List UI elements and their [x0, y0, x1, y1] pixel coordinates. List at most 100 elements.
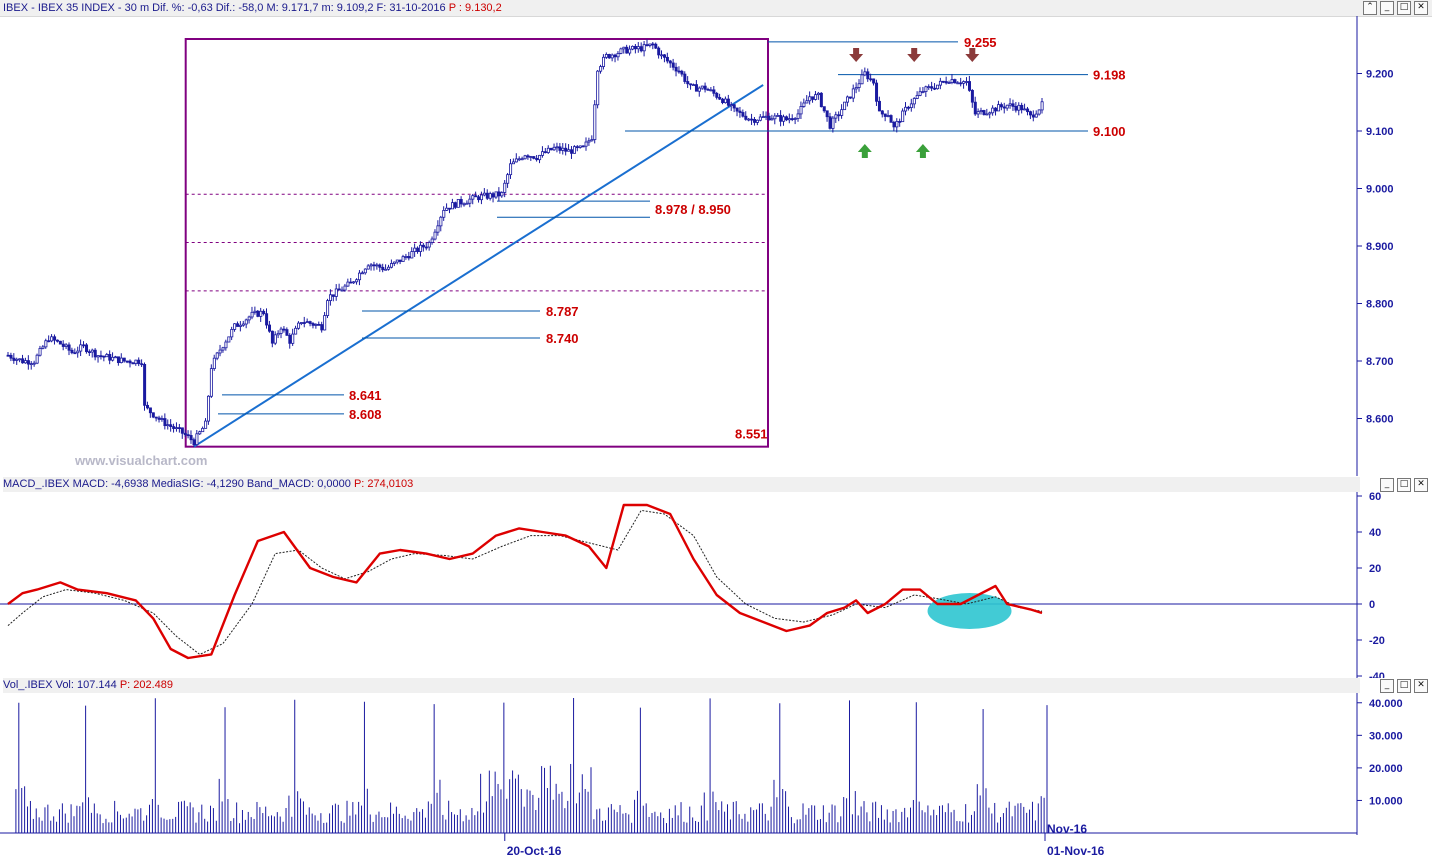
close-icon[interactable]: ✕	[1414, 478, 1428, 492]
candle-body	[735, 107, 739, 112]
level-label: 8.608	[349, 407, 382, 422]
candle-body	[477, 196, 481, 201]
candle-body	[85, 344, 89, 353]
down-arrow-icon	[965, 48, 980, 62]
candle-body	[744, 115, 748, 120]
candle-body	[79, 344, 83, 352]
candle-body	[125, 360, 129, 363]
candle-body	[790, 118, 794, 120]
candle-body	[770, 118, 774, 121]
candle-body	[802, 102, 806, 107]
candle-body	[346, 281, 350, 287]
candle-body	[782, 116, 786, 122]
maximize-icon[interactable]: □	[1397, 1, 1411, 15]
candle-body	[944, 81, 948, 84]
candle-body	[703, 85, 707, 90]
macd-y-tick-label: 60	[1369, 492, 1381, 503]
candle-body	[712, 89, 716, 94]
candle-body	[349, 281, 353, 284]
level-label: 8.641	[349, 388, 382, 403]
candle-body	[950, 79, 954, 83]
candle-body	[90, 349, 94, 353]
minimize-icon[interactable]: _	[1380, 1, 1394, 15]
candle-body	[366, 265, 370, 270]
candle-body	[683, 73, 687, 82]
candle-body	[439, 216, 443, 227]
candle-body	[1020, 104, 1024, 111]
candle-body	[209, 368, 213, 397]
candle-body	[154, 416, 158, 419]
candle-body	[331, 294, 335, 297]
candle-body	[936, 84, 940, 90]
candle-body	[221, 347, 225, 351]
trend-line	[193, 84, 764, 448]
candle-body	[55, 339, 59, 342]
candle-body	[433, 231, 437, 240]
candle-body	[392, 261, 396, 264]
minimize-icon[interactable]: _	[1380, 478, 1394, 492]
candle-body	[465, 202, 469, 205]
candle-body	[709, 89, 713, 92]
macd-chart[interactable]: 60 40 20 0 -20 -40	[0, 492, 1432, 678]
price-y-tick-label: 9.200	[1366, 69, 1394, 81]
candle-body	[1028, 111, 1032, 116]
candle-body	[15, 358, 19, 361]
level-label: 9.198	[1093, 68, 1126, 83]
candle-body	[215, 352, 219, 359]
candle-body	[726, 98, 730, 106]
candle-body	[41, 346, 45, 349]
volume-y-tick-label: 40.000	[1369, 698, 1403, 710]
candle-body	[340, 289, 344, 292]
candle-body	[29, 363, 33, 366]
expand-icon[interactable]: ⌃	[1363, 1, 1377, 15]
candle-body	[262, 310, 266, 315]
volume-y-tick-label: 20.000	[1369, 763, 1403, 775]
candle-body	[793, 118, 797, 120]
candle-body	[241, 323, 245, 326]
candle-body	[1005, 104, 1009, 109]
price-y-tick-label: 8.600	[1366, 414, 1394, 426]
candle-body	[997, 104, 1001, 112]
candle-body	[276, 332, 280, 336]
candle-body	[233, 323, 237, 330]
maximize-icon[interactable]: □	[1397, 478, 1411, 492]
candle-body	[590, 139, 594, 142]
close-icon[interactable]: ✕	[1414, 679, 1428, 693]
candle-body	[317, 323, 321, 326]
candle-body	[218, 349, 222, 354]
candle-body	[148, 407, 152, 414]
candle-body	[938, 80, 942, 86]
candle-body	[146, 404, 150, 409]
price-chart[interactable]: 9.200 9.100 9.000 8.900 8.800 8.700 8.600 9.255…	[0, 16, 1432, 476]
macd-y-tick-label: -40	[1369, 671, 1385, 678]
candle-body	[6, 354, 10, 357]
candle-body	[999, 104, 1003, 108]
candle-body	[369, 264, 373, 267]
down-arrow-icon	[907, 48, 922, 62]
candle-body	[863, 71, 867, 76]
volume-chart[interactable]: 40.000 30.000 20.000 10.000 20-Oct-16 01-Nov-…	[0, 693, 1432, 857]
candle-body	[1008, 103, 1012, 106]
candle-body	[773, 115, 777, 120]
candle-body	[628, 48, 632, 54]
candle-body	[416, 247, 420, 252]
maximize-icon[interactable]: □	[1397, 679, 1411, 693]
close-icon[interactable]: ✕	[1414, 1, 1428, 15]
candle-body	[689, 83, 693, 86]
candle-body	[32, 362, 36, 365]
candle-body	[857, 83, 861, 88]
candle-body	[677, 70, 681, 73]
candle-body	[337, 288, 341, 291]
minimize-icon[interactable]: _	[1380, 679, 1394, 693]
candle-body	[509, 163, 513, 176]
candle-body	[291, 333, 295, 344]
candle-body	[395, 259, 399, 263]
candle-body	[558, 146, 562, 151]
volume-y-tick-label: 10.000	[1369, 795, 1403, 807]
candle-body	[1002, 106, 1006, 109]
volume-x-tick-label: 01-Nov-16	[1047, 844, 1105, 857]
candle-body	[860, 74, 864, 85]
candle-body	[587, 140, 591, 143]
candle-body	[105, 354, 109, 358]
candle-body	[230, 329, 234, 338]
